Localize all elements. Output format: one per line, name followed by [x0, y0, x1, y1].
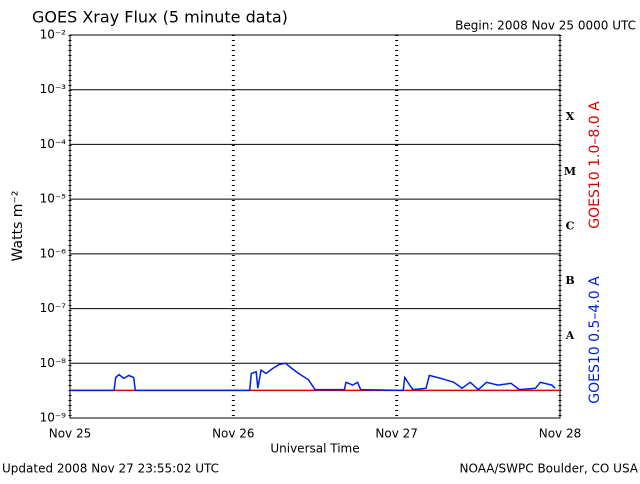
y-axis-label: Watts m⁻² — [10, 191, 26, 262]
begin-time: Begin: 2008 Nov 25 0000 UTC — [455, 19, 636, 33]
y-tick-label: 10⁻⁶ — [40, 246, 67, 260]
flare-class-label: M — [564, 165, 576, 178]
flare-class-label: B — [565, 274, 574, 287]
x-tick-label: Nov 25 — [49, 427, 92, 441]
plot-frame — [69, 34, 561, 419]
x-tick-label: Nov 26 — [212, 427, 255, 441]
source: NOAA/SWPC Boulder, CO USA — [460, 462, 639, 476]
y-tick-label: 10⁻⁸ — [40, 356, 67, 370]
legend-entry: GOES10 1.0–8.0 A — [587, 101, 603, 229]
flare-class-label: X — [566, 110, 575, 123]
chart-title: GOES Xray Flux (5 minute data) — [32, 8, 288, 27]
x-tick-label: Nov 27 — [375, 427, 418, 441]
flare-class-label: A — [565, 329, 575, 342]
x-axis-label: Universal Time — [270, 442, 359, 456]
y-tick-label: 10⁻² — [40, 28, 67, 42]
updated-time: Updated 2008 Nov 27 23:55:02 UTC — [2, 462, 219, 476]
x-tick-label: Nov 28 — [539, 427, 582, 441]
y-tick-label: 10⁻³ — [40, 82, 67, 96]
y-tick-label: 10⁻⁷ — [40, 301, 67, 315]
y-tick-label: 10⁻⁹ — [40, 411, 67, 425]
y-tick-label: 10⁻⁵ — [40, 192, 67, 206]
series-line — [70, 362, 556, 392]
legend-entry: GOES10 0.5–4.0 A — [587, 276, 603, 404]
y-tick-label: 10⁻⁴ — [40, 137, 67, 151]
flare-class-label: C — [566, 220, 575, 233]
